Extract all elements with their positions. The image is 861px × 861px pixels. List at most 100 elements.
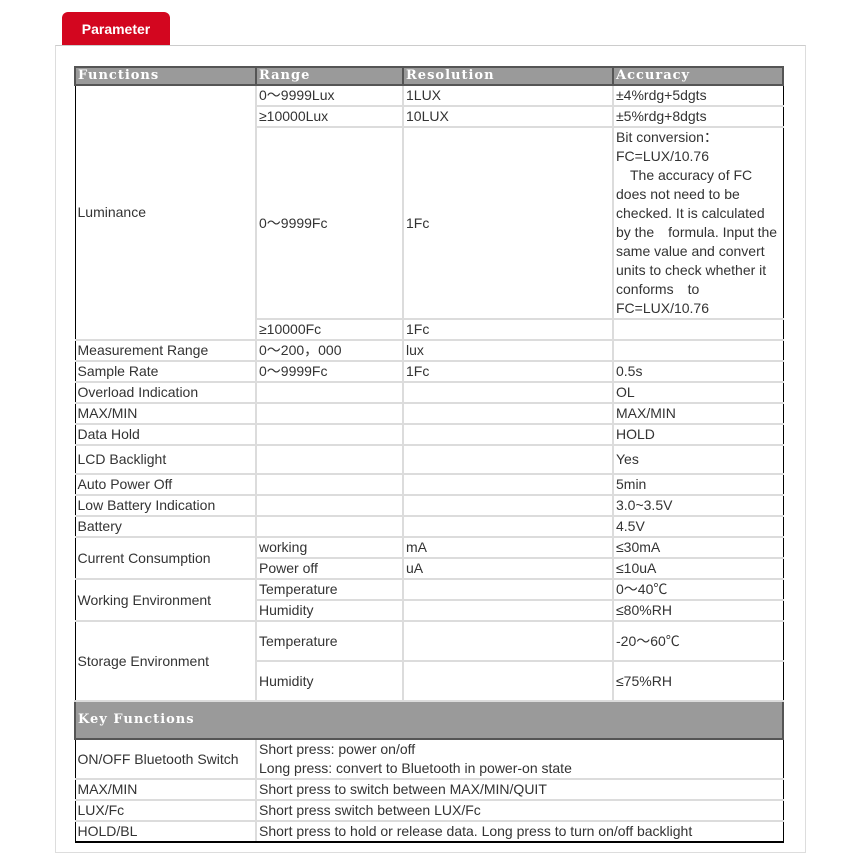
parameter-panel [55, 45, 806, 853]
cell: lux [402, 339, 614, 362]
cell: ≥10000Fc [255, 318, 404, 341]
cell: Humidity [255, 599, 404, 622]
cell [255, 423, 404, 446]
cell: Battery [74, 515, 257, 538]
cell: 0～9999Fc [255, 360, 404, 383]
cell [402, 515, 614, 538]
working-environment-label: Working Environment [74, 578, 257, 622]
header-range: Range [255, 66, 404, 86]
key-description: Short press to switch between MAX/MIN/QU… [255, 778, 784, 801]
table-row: Sample Rate 0～9999Fc 1Fc 0.5s [74, 360, 784, 383]
cell: OL [612, 381, 784, 404]
cell: 1Fc [402, 360, 614, 383]
cell: 4.5V [612, 515, 784, 538]
cell [255, 494, 404, 517]
key-name: MAX/MIN [74, 778, 257, 801]
cell: 0～9999Lux [255, 84, 404, 107]
note-line: The accuracy of FC does not need to be c… [616, 167, 778, 316]
table-row: Measurement Range 0～200，000 lux [74, 339, 784, 362]
cell [402, 494, 614, 517]
cell: Temperature [255, 620, 404, 662]
cell: 0～200，000 [255, 339, 404, 362]
cell: HOLD [612, 423, 784, 446]
table-row: Low Battery Indication 3.0~3.5V [74, 494, 784, 517]
cell: -20～60℃ [612, 620, 784, 662]
cell: mA [402, 536, 614, 559]
cell: MAX/MIN [74, 402, 257, 425]
cell: ≤30mA [612, 536, 784, 559]
cell [402, 578, 614, 601]
cell: ≤10uA [612, 557, 784, 580]
cell [402, 444, 614, 475]
table-row: MAX/MIN MAX/MIN [74, 402, 784, 425]
cell: ≥10000Lux [255, 105, 404, 128]
cell: MAX/MIN [612, 402, 784, 425]
table-row: Data Hold HOLD [74, 423, 784, 446]
cell: Auto Power Off [74, 473, 257, 496]
cell [402, 381, 614, 404]
table-row: Battery 4.5V [74, 515, 784, 538]
desc-line: Long press: convert to Bluetooth in powe… [259, 760, 572, 776]
cell: Sample Rate [74, 360, 257, 383]
cell [255, 402, 404, 425]
cell: 1Fc [402, 318, 614, 341]
note-line: Bit conversion： [616, 129, 718, 145]
cell: 0～9999Fc [255, 126, 404, 320]
cell [255, 444, 404, 475]
cell: 1Fc [402, 126, 614, 320]
key-name: HOLD/BL [74, 820, 257, 843]
table-row: Auto Power Off 5min [74, 473, 784, 496]
key-name: LUX/Fc [74, 799, 257, 822]
desc-line: Short press: power on/off [259, 741, 416, 757]
storage-environment-label: Storage Environment [74, 620, 257, 702]
cell: 3.0~3.5V [612, 494, 784, 517]
cell: 10LUX [402, 105, 614, 128]
cell [402, 620, 614, 662]
cell: 0～40℃ [612, 578, 784, 601]
cell [255, 515, 404, 538]
cell: ±4%rdg+5dgts [612, 84, 784, 107]
cell: 5min [612, 473, 784, 496]
cell [612, 318, 784, 341]
header-row: Functions Range Resolution Accuracy [74, 66, 784, 86]
current-consumption-label: Current Consumption [74, 536, 257, 580]
cell: Measurement Range [74, 339, 257, 362]
note-line: FC=LUX/10.76 [616, 148, 709, 164]
key-description: Short press switch between LUX/Fc [255, 799, 784, 822]
key-functions-header: Key Functions [74, 700, 784, 740]
cell [402, 423, 614, 446]
cell: ≤75%RH [612, 660, 784, 702]
cell: Data Hold [74, 423, 257, 446]
cell [402, 473, 614, 496]
cell: 1LUX [402, 84, 614, 107]
cell: working [255, 536, 404, 559]
cell [612, 339, 784, 362]
cell [402, 660, 614, 702]
cell: ≤80%RH [612, 599, 784, 622]
cell: Temperature [255, 578, 404, 601]
table-row: Overload Indication OL [74, 381, 784, 404]
tab-parameter[interactable]: Parameter [62, 12, 170, 46]
cell [255, 381, 404, 404]
header-functions: Functions [74, 66, 257, 86]
cell: Humidity [255, 660, 404, 702]
cell: Overload Indication [74, 381, 257, 404]
key-name: ON/OFF Bluetooth Switch [74, 738, 257, 780]
fc-conversion-note: Bit conversion： FC=LUX/10.76 The accuracy… [612, 126, 784, 320]
cell: 0.5s [612, 360, 784, 383]
luminance-label: Luminance [74, 84, 257, 341]
cell: Low Battery Indication [74, 494, 257, 517]
cell: Yes [612, 444, 784, 475]
key-description: Short press to hold or release data. Lon… [255, 820, 784, 843]
cell: LCD Backlight [74, 444, 257, 475]
header-resolution: Resolution [402, 66, 614, 86]
key-description: Short press: power on/off Long press: con… [255, 738, 784, 780]
cell [255, 473, 404, 496]
table-row: LCD Backlight Yes [74, 444, 784, 475]
cell: Power off [255, 557, 404, 580]
cell: uA [402, 557, 614, 580]
parameter-table: Functions Range Resolution Accuracy Lumi… [74, 66, 784, 843]
header-accuracy: Accuracy [612, 66, 784, 86]
cell [402, 402, 614, 425]
cell: ±5%rdg+8dgts [612, 105, 784, 128]
